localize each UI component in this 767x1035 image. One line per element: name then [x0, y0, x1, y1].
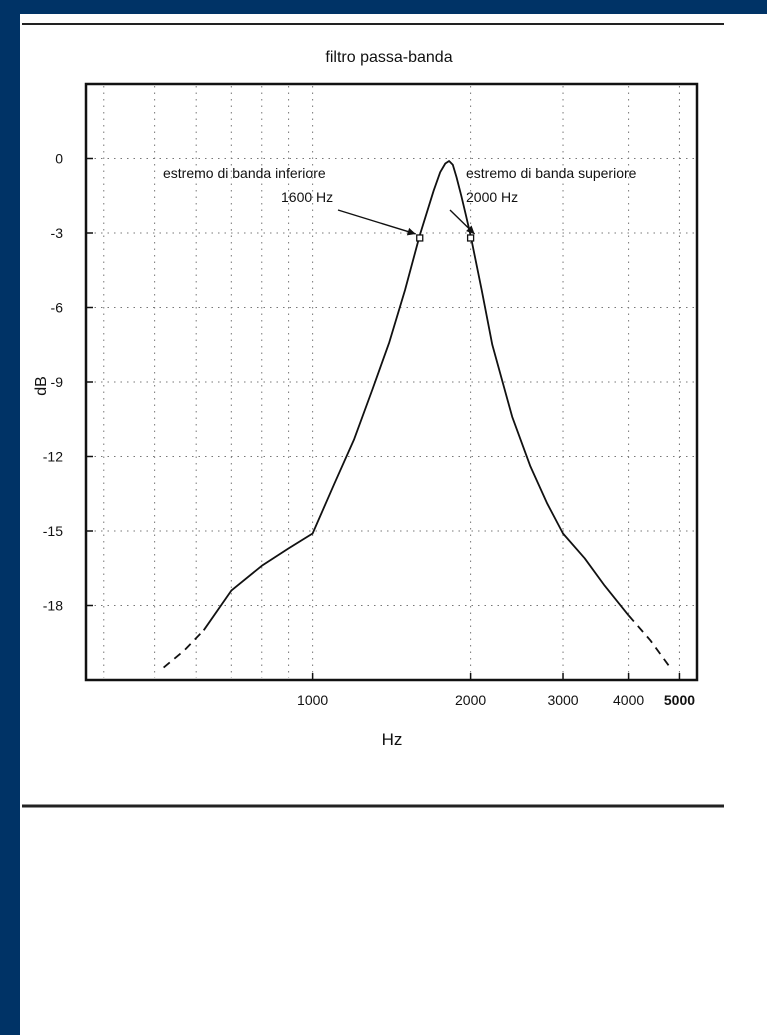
x-tick-label: 1000: [297, 692, 328, 708]
cutoff-marker: [416, 234, 424, 242]
x-tick-label: 2000: [455, 692, 486, 708]
annotation-lower-line: estremo di banda inferiore: [163, 165, 326, 181]
response-curve-extrapolated: [163, 629, 205, 669]
tick-layer: 1000 2000 3000 4000 5000 0 -3 -6 -9 -12 -15 -18: [43, 151, 695, 709]
y-tick-label: -6: [51, 300, 64, 316]
slide-page: [20, 14, 767, 1035]
x-tick-label: 4000: [613, 692, 644, 708]
cutoff-marker: [466, 234, 475, 242]
response-curve-extrapolated: [627, 614, 671, 669]
annotation-upper-arrowhead: [466, 225, 475, 234]
annotation-upper-line: 2000 Hz: [466, 189, 518, 205]
grid-layer: [88, 86, 695, 678]
annotation-lower-arrowhead: [406, 227, 416, 236]
y-tick-label: -18: [43, 598, 63, 614]
y-tick-label: -12: [43, 449, 63, 465]
y-axis-label: dB: [33, 376, 50, 396]
y-tick-label: -15: [43, 523, 63, 539]
annotation-upper-line: estremo di banda superiore: [466, 165, 637, 181]
annotation-layer: estremo di banda inferiore 1600 Hz estremo…: [163, 165, 637, 242]
plot-frame: [84, 82, 699, 682]
response-curve: [202, 160, 630, 631]
x-tick-label: 3000: [547, 692, 578, 708]
chart-title: filtro passa-banda: [325, 49, 452, 66]
y-tick-label: -9: [51, 374, 64, 390]
x-tick-label: 5000: [664, 692, 695, 708]
y-tick-label: -3: [51, 225, 64, 241]
y-tick-label: 0: [55, 151, 63, 167]
annotation-lower-line: 1600 Hz: [281, 189, 333, 205]
x-axis-label: Hz: [382, 730, 403, 749]
series-layer: [163, 160, 671, 669]
annotation-lower-arrow: [337, 209, 416, 235]
